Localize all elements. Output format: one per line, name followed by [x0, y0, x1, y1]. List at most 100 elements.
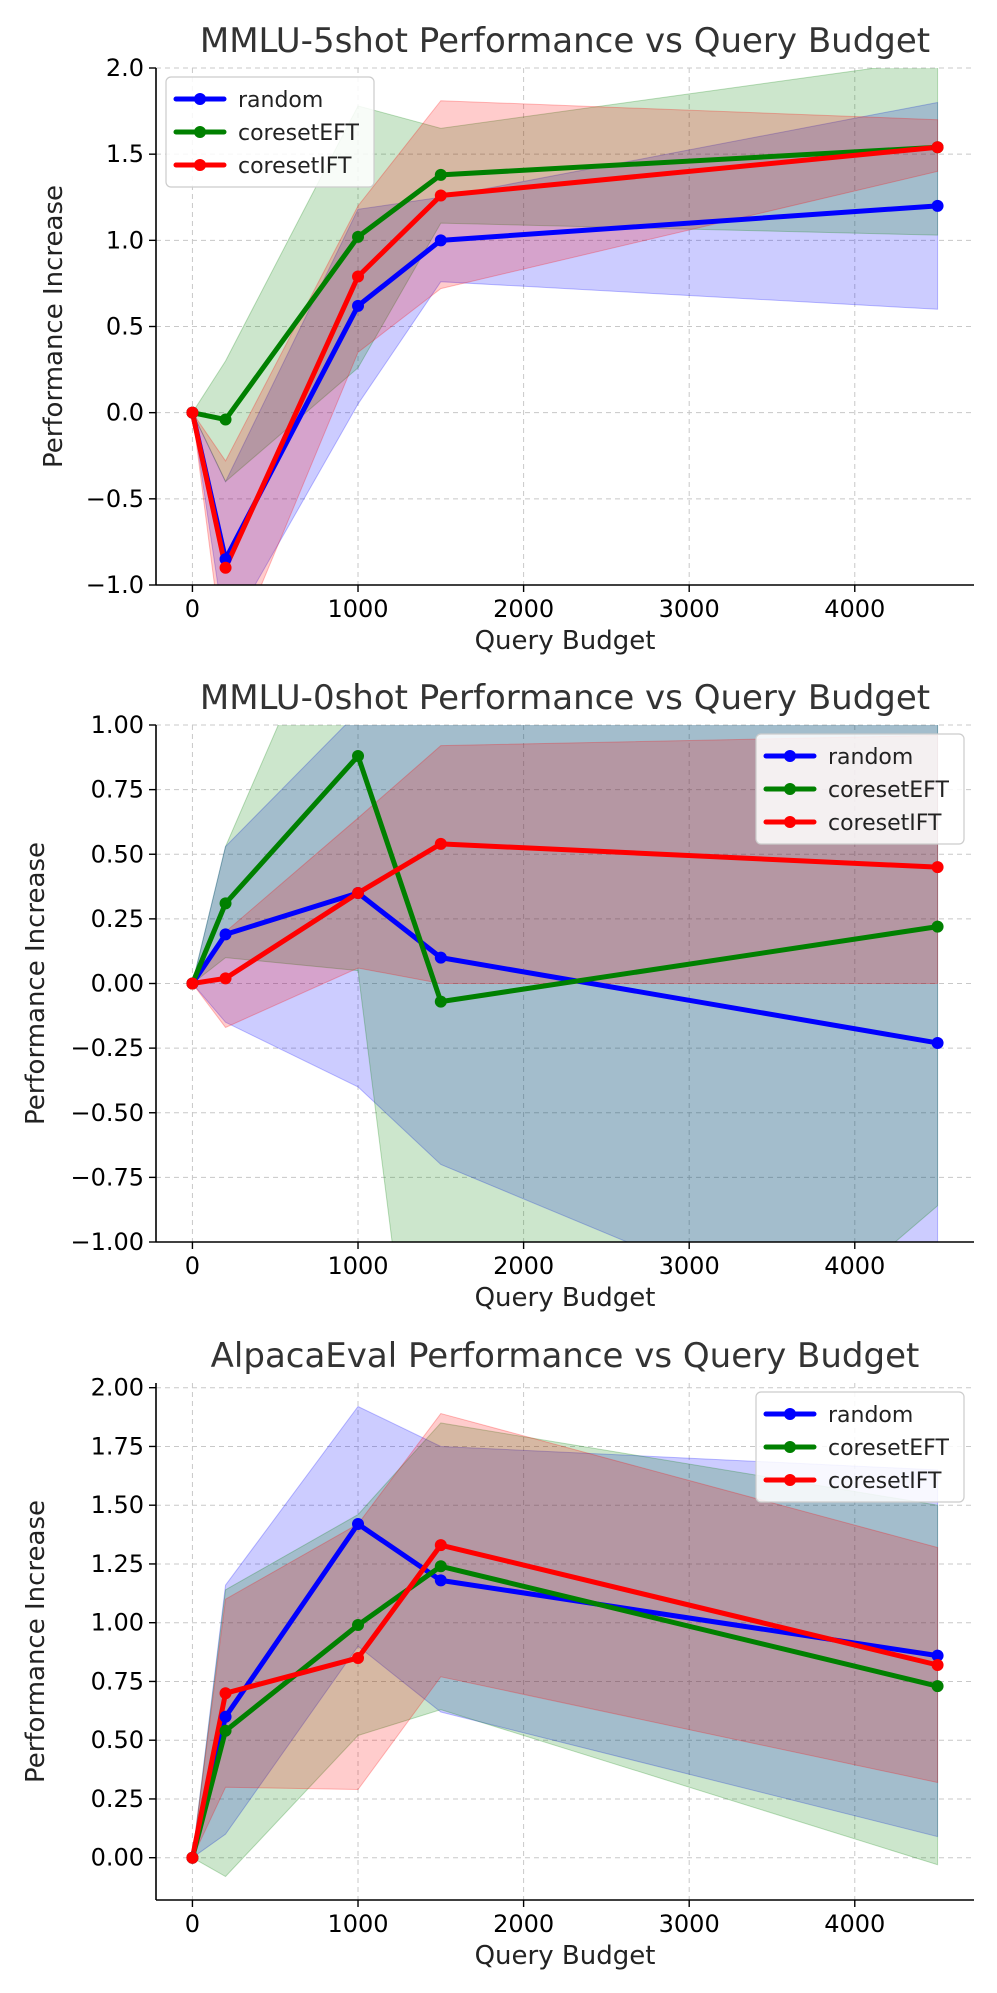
legend-label-coreseteft: coresetEFT — [828, 778, 949, 803]
point-coreseteft — [352, 750, 365, 763]
y-tick-label: 0.00 — [91, 970, 144, 998]
legend-box — [755, 733, 965, 845]
chart-title: AlpacaEval Performance vs Query Budget — [211, 1336, 920, 1376]
point-random — [931, 1649, 944, 1662]
point-coreseteft — [352, 1619, 365, 1632]
point-random — [434, 951, 447, 964]
legend-marker-coresetift — [784, 1474, 796, 1486]
y-tick-label: −0.5 — [86, 485, 144, 513]
x-tick-label: 3000 — [659, 1910, 720, 1938]
x-tick-label: 0 — [185, 1252, 200, 1280]
chart-2: 0 1000 2000 3000 4000 −1.00 −0.75 −0.50 −0.25 0.0… — [21, 678, 974, 1313]
y-tick-label: 1.5 — [106, 140, 144, 168]
legend-label-random: random — [828, 745, 913, 770]
point-coresetift — [186, 977, 199, 990]
y-tick-label: 1.0 — [106, 226, 144, 254]
y-tick-label: −0.75 — [70, 1163, 144, 1191]
point-random — [352, 299, 365, 312]
series-lines — [186, 750, 944, 1049]
legend-marker-random — [784, 1408, 796, 1420]
chart-title: MMLU-0shot Performance vs Query Budget — [200, 678, 930, 718]
x-tick-label: 4000 — [824, 595, 885, 623]
y-tick-label: −1.00 — [70, 1228, 144, 1256]
x-tick-label: 1000 — [327, 1910, 388, 1938]
legend-label-random: random — [828, 1403, 913, 1428]
y-tick-label: 0.75 — [91, 1667, 144, 1695]
y-tick-label: 1.75 — [91, 1432, 144, 1460]
point-coresetift — [434, 837, 447, 850]
y-tick-label: −0.25 — [70, 1034, 144, 1062]
point-random — [434, 234, 447, 247]
x-tick-label: 3000 — [659, 1252, 720, 1280]
point-coreseteft — [434, 995, 447, 1008]
chart-3: 0 1000 2000 3000 4000 0.00 0.25 0.50 0.75 1.00 1.2… — [21, 1336, 974, 1971]
legend-marker-random — [194, 93, 206, 105]
point-coreseteft — [352, 230, 365, 243]
point-coreseteft — [219, 1724, 232, 1737]
legend-label-coresetift: coresetIFT — [828, 811, 942, 836]
y-tick-label: 0.25 — [91, 1785, 144, 1813]
y-axis-label: Performance Increase — [39, 185, 69, 468]
point-coresetift — [931, 141, 944, 154]
legend: random coresetEFT coresetIFT — [755, 1391, 965, 1503]
legend: random coresetEFT coresetIFT — [165, 76, 375, 188]
x-axis-label: Query Budget — [475, 1283, 656, 1313]
x-tick-label: 4000 — [824, 1252, 885, 1280]
legend-label-coresetift: coresetIFT — [238, 154, 352, 179]
point-coresetift — [931, 1659, 944, 1671]
y-tick-label: 1.25 — [91, 1550, 144, 1578]
point-random — [219, 928, 232, 941]
point-coreseteft — [434, 168, 447, 181]
legend-label-coresetift: coresetIFT — [828, 1469, 942, 1494]
point-coresetift — [434, 189, 447, 202]
legend-box — [755, 1391, 965, 1503]
legend-marker-coreseteft — [784, 783, 796, 795]
x-axis-label: Query Budget — [475, 626, 656, 656]
point-random — [434, 1574, 447, 1587]
x-tick-label: 2000 — [493, 1252, 554, 1280]
point-coresetift — [186, 1851, 199, 1864]
legend-marker-coreseteft — [784, 1441, 796, 1453]
legend-marker-coresetift — [194, 159, 206, 171]
y-tick-label: 0.00 — [91, 1844, 144, 1872]
point-coresetift — [352, 270, 365, 283]
point-coresetift — [219, 561, 232, 574]
point-coresetift — [434, 1539, 447, 1552]
x-tick-label: 2000 — [493, 1910, 554, 1938]
y-axis-label: Performance Increase — [21, 1500, 51, 1783]
y-tick-label: 2.00 — [91, 1374, 144, 1402]
x-axis-label: Query Budget — [475, 1941, 656, 1971]
point-coresetift — [186, 406, 199, 419]
point-random — [219, 1710, 232, 1723]
confidence-bands — [191, 1405, 939, 1878]
point-coreseteft — [931, 1680, 944, 1693]
point-coreseteft — [434, 1560, 447, 1573]
series-lines — [186, 141, 944, 574]
chart-1: 0 1000 2000 3000 4000 −1.0 −0.5 0.0 0.5 1.0 1.5 2.0… — [39, 21, 974, 656]
legend-label-random: random — [238, 88, 323, 113]
y-tick-label: 1.00 — [91, 711, 144, 739]
y-tick-label: −1.0 — [86, 571, 144, 599]
legend-label-coreseteft: coresetEFT — [238, 121, 359, 146]
x-tick-label: 2000 — [493, 595, 554, 623]
x-tick-label: 1000 — [327, 1252, 388, 1280]
legend-marker-coreseteft — [194, 126, 206, 138]
x-tick-label: 0 — [185, 1910, 200, 1938]
y-tick-label: 0.5 — [106, 313, 144, 341]
point-coreseteft — [219, 413, 232, 426]
point-random — [352, 1518, 365, 1530]
point-random — [219, 553, 232, 566]
y-tick-label: 2.0 — [106, 54, 144, 82]
y-axis-label: Performance Increase — [21, 842, 51, 1125]
chart-title: MMLU-5shot Performance vs Query Budget — [200, 21, 930, 61]
legend-marker-coresetift — [784, 816, 796, 828]
point-coresetift — [352, 887, 365, 900]
y-tick-label: −0.50 — [70, 1099, 144, 1127]
legend-box — [165, 76, 375, 188]
series-lines — [186, 1518, 944, 1864]
y-tick-label: 1.00 — [91, 1609, 144, 1637]
point-coresetift — [931, 861, 944, 874]
y-tick-label: 0.75 — [91, 776, 144, 804]
legend: random coresetEFT coresetIFT — [755, 733, 965, 845]
point-coresetift — [219, 972, 232, 985]
